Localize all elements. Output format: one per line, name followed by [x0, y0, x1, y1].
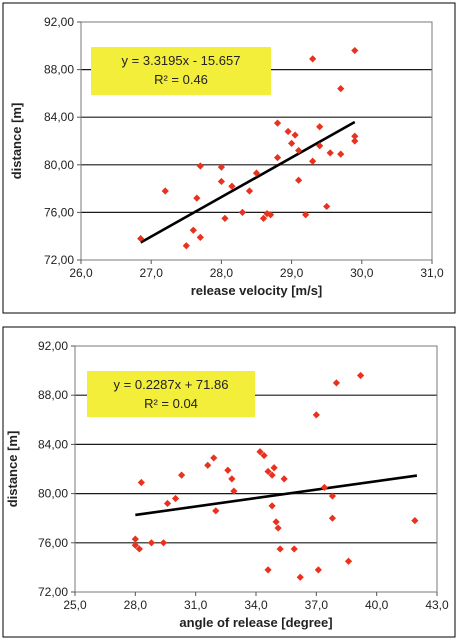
- y-tick-label: 80,00: [38, 487, 68, 501]
- data-point: [273, 154, 282, 162]
- y-tick-label: 84,00: [44, 110, 74, 124]
- trendline: [140, 120, 356, 244]
- data-point: [159, 539, 168, 547]
- x-tick-label: 40,0: [365, 598, 389, 612]
- regression-equation: y = 3.3195x - 15.657: [122, 53, 241, 68]
- data-point: [161, 187, 169, 195]
- data-point: [135, 545, 143, 553]
- data-point: [268, 471, 276, 479]
- y-tick-label: 80,00: [44, 158, 74, 172]
- data-point: [295, 146, 303, 155]
- data-point: [163, 499, 172, 508]
- plot-area-border: [80, 21, 433, 261]
- data-point: [312, 411, 320, 419]
- data-point: [326, 149, 334, 157]
- data-point: [273, 119, 282, 127]
- data-point: [137, 234, 145, 243]
- equation-box: [91, 47, 271, 95]
- data-point: [309, 157, 317, 165]
- chart-panel-angle: 72,00 76,00 80,00 84,00 88,00 92,00 25,0 28,0 31…: [0, 322, 463, 640]
- data-point: [411, 517, 419, 525]
- x-tick-label: 27,0: [140, 266, 164, 280]
- x-tick-label: 31,0: [184, 598, 208, 612]
- data-point: [230, 487, 238, 495]
- data-point: [196, 162, 204, 170]
- data-point: [337, 85, 345, 93]
- r-squared-label: R² = 0.46: [154, 72, 208, 87]
- data-point: [196, 233, 204, 241]
- data-point: [193, 194, 201, 202]
- y-tick-label: 88,00: [38, 388, 68, 402]
- data-point: [351, 132, 359, 140]
- data-point: [295, 176, 303, 184]
- data-point: [323, 202, 331, 211]
- data-point: [259, 214, 268, 222]
- data-point: [228, 182, 236, 190]
- y-tick-label: 88,00: [44, 63, 74, 77]
- y-tick-label: 76,00: [44, 205, 74, 219]
- data-point: [217, 163, 225, 171]
- y-tick-label: 72,00: [44, 253, 74, 267]
- data-point: [268, 502, 276, 510]
- data-point: [263, 209, 271, 218]
- y-tick-label: 92,00: [38, 339, 68, 353]
- scatter-chart-velocity: 72,00 76,00 80,00 84,00 88,00 92,00 26,0 27,0 28…: [2, 2, 456, 314]
- data-point: [131, 541, 139, 549]
- data-point: [204, 461, 212, 469]
- data-point: [280, 475, 288, 483]
- r-squared-label: R² = 0.04: [144, 396, 198, 411]
- y-tick-label: 92,00: [44, 15, 74, 29]
- data-point: [274, 524, 282, 532]
- data-point: [245, 187, 254, 195]
- data-point: [252, 169, 261, 177]
- x-tick-label: 37,0: [305, 598, 329, 612]
- data-point: [221, 214, 229, 222]
- x-tick-label: 30,0: [350, 266, 374, 280]
- y-tick-label: 72,00: [38, 585, 68, 599]
- x-tick-label: 34,0: [244, 598, 268, 612]
- data-point: [270, 464, 278, 472]
- equation-box: [87, 371, 255, 417]
- data-point: [351, 46, 359, 55]
- data-point: [189, 226, 197, 234]
- y-tick-label: 76,00: [38, 536, 68, 550]
- data-point: [316, 123, 324, 131]
- data-point: [238, 208, 247, 216]
- data-point: [351, 137, 359, 145]
- regression-equation: y = 0.2287x + 71.86: [114, 377, 229, 392]
- data-point: [147, 539, 156, 547]
- data-point: [320, 483, 328, 492]
- data-point: [316, 142, 324, 150]
- data-point: [302, 211, 310, 219]
- data-point: [291, 131, 299, 139]
- trendline: [135, 474, 418, 517]
- data-point: [182, 242, 190, 250]
- scatter-chart-angle: 72,00 76,00 80,00 84,00 88,00 92,00 25,0 28,0 31…: [2, 326, 456, 638]
- data-point: [337, 150, 345, 158]
- data-point: [212, 507, 220, 515]
- x-tick-label: 28,0: [210, 266, 234, 280]
- x-tick-label: 26,0: [69, 266, 93, 280]
- data-point: [266, 211, 275, 219]
- x-axis-title: angle of release [degree]: [179, 615, 332, 630]
- data-point: [328, 492, 337, 500]
- x-tick-label: 28,0: [124, 598, 148, 612]
- x-tick-label: 25,0: [63, 598, 87, 612]
- y-axis-title: distance [m]: [9, 103, 24, 180]
- chart-panel-velocity: 72,00 76,00 80,00 84,00 88,00 92,00 26,0 27,0 28…: [0, 0, 463, 318]
- x-tick-label: 29,0: [280, 266, 304, 280]
- y-axis-title: distance [m]: [5, 431, 20, 508]
- data-point: [309, 55, 317, 63]
- data-point: [217, 177, 225, 186]
- data-point: [296, 573, 304, 581]
- data-point: [284, 127, 292, 136]
- x-axis-title: release velocity [m/s]: [191, 283, 323, 298]
- x-tick-label: 31,0: [420, 266, 444, 280]
- data-point: [344, 557, 353, 565]
- data-point: [210, 454, 218, 462]
- y-tick-label: 84,00: [38, 437, 68, 451]
- x-tick-label: 43,0: [425, 598, 449, 612]
- data-point: [288, 139, 296, 147]
- data-point: [131, 535, 139, 543]
